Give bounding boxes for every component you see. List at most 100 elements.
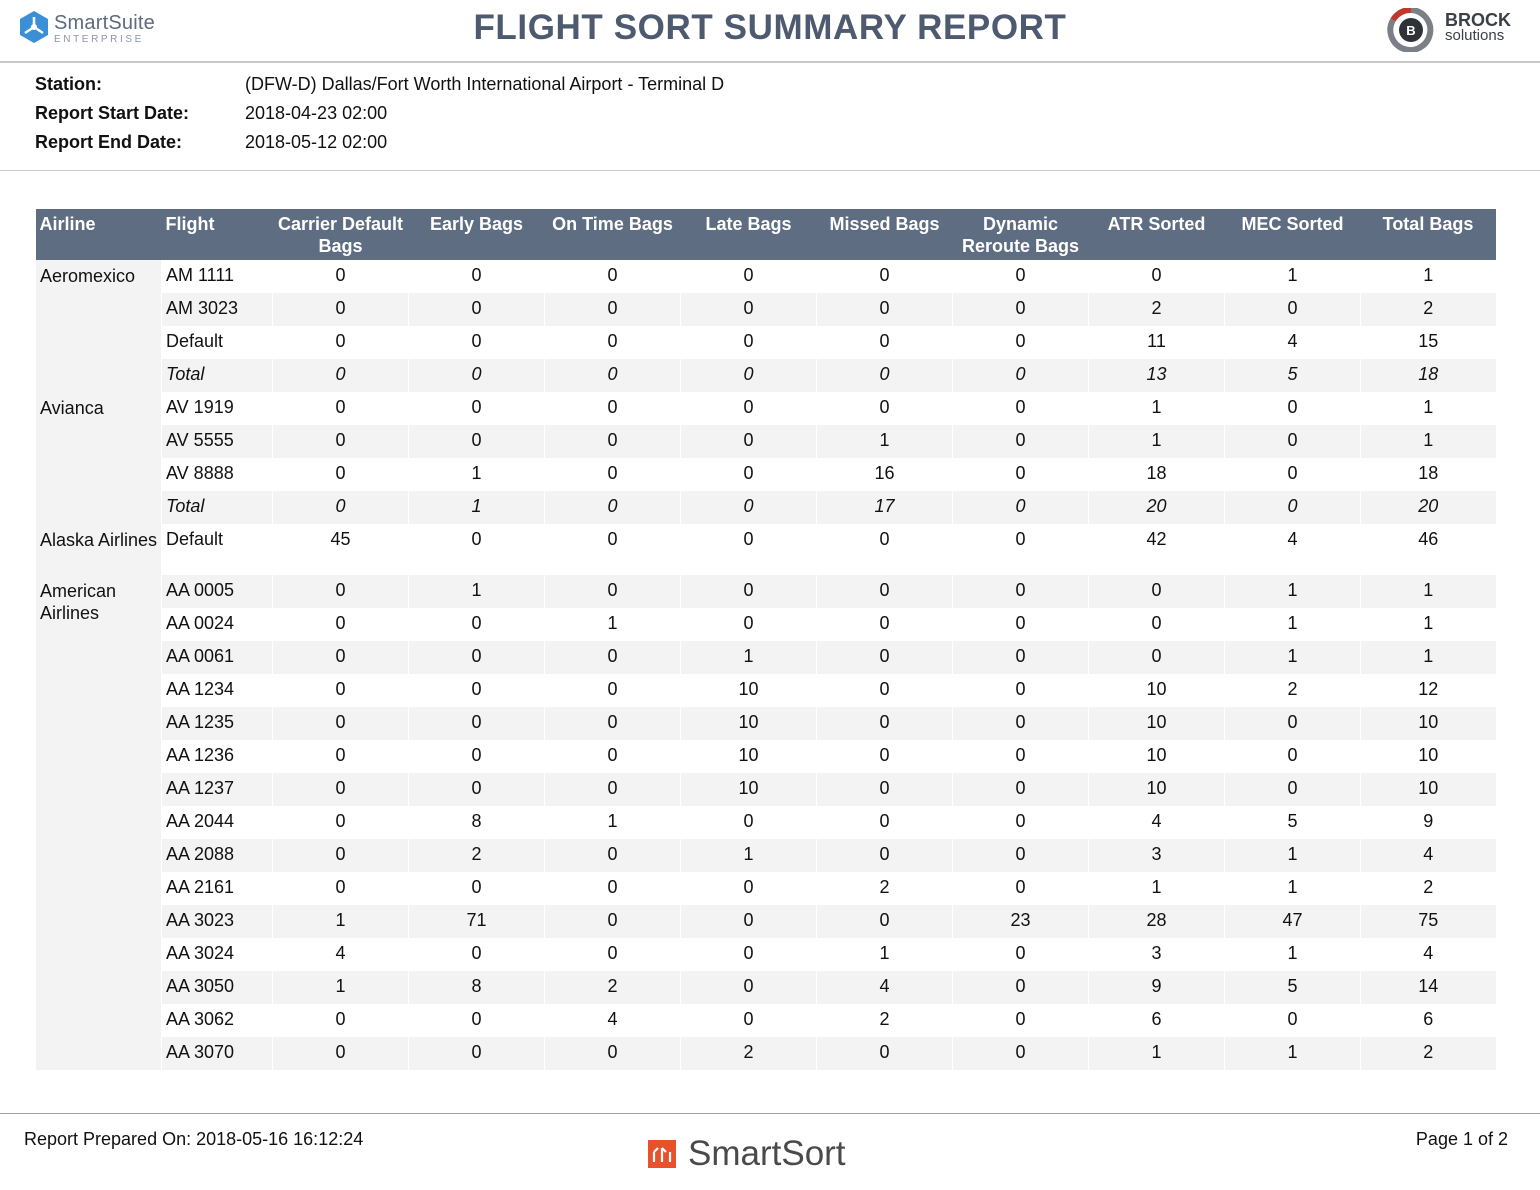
value-cell: 0 bbox=[408, 674, 545, 707]
value-cell: 0 bbox=[272, 293, 409, 326]
value-cell: 0 bbox=[272, 425, 409, 458]
value-cell: 11 bbox=[1088, 326, 1225, 359]
value-cell: 1 bbox=[408, 458, 545, 491]
value-cell: 9 bbox=[1360, 806, 1496, 839]
value-cell: 0 bbox=[408, 293, 545, 326]
flight-cell: AV 5555 bbox=[161, 425, 273, 458]
value-cell: 1 bbox=[1224, 575, 1361, 608]
value-cell: 0 bbox=[952, 971, 1089, 1004]
value-cell: 0 bbox=[272, 260, 409, 293]
value-cell: 0 bbox=[544, 905, 681, 938]
column-header: Carrier Default Bags bbox=[272, 209, 409, 260]
value-cell: 0 bbox=[1088, 260, 1225, 293]
value-cell: 0 bbox=[816, 392, 953, 425]
value-cell: 0 bbox=[680, 392, 817, 425]
value-cell: 10 bbox=[680, 773, 817, 806]
flight-cell: AV 1919 bbox=[161, 392, 273, 425]
value-cell: 0 bbox=[816, 707, 953, 740]
value-cell: 0 bbox=[952, 260, 1089, 293]
svg-text:B: B bbox=[1406, 23, 1415, 38]
value-cell: 0 bbox=[272, 872, 409, 905]
table-row: American Airlines AA 0005 0 1 0 0 0 0 0 1 1 bbox=[35, 575, 1496, 1070]
table-row: AV 5555 0 0 0 0 1 0 1 0 1 bbox=[36, 425, 1496, 458]
value-cell: 0 bbox=[952, 773, 1089, 806]
flight-cell: AA 1236 bbox=[161, 740, 273, 773]
flight-cell: AM 3023 bbox=[161, 293, 273, 326]
value-cell: 0 bbox=[544, 425, 681, 458]
value-cell: 47 bbox=[1224, 905, 1361, 938]
value-cell: 0 bbox=[408, 773, 545, 806]
value-cell: 0 bbox=[272, 326, 409, 359]
value-cell: 1 bbox=[1360, 641, 1496, 674]
table-total-row: Total 0 0 0 0 0 0 13 5 18 bbox=[36, 359, 1496, 392]
value-cell: 0 bbox=[544, 773, 681, 806]
value-cell: 10 bbox=[1088, 740, 1225, 773]
value-cell: 0 bbox=[1088, 575, 1225, 608]
column-header: Early Bags bbox=[408, 209, 545, 260]
value-cell: 4 bbox=[1360, 839, 1496, 872]
value-cell: 0 bbox=[272, 740, 409, 773]
value-cell: 4 bbox=[1360, 938, 1496, 971]
value-cell: 1 bbox=[816, 938, 953, 971]
table-row: AA 2161 0 0 0 0 2 0 1 1 2 bbox=[36, 872, 1496, 905]
value-cell: 4 bbox=[544, 1004, 681, 1037]
value-cell: 5 bbox=[1224, 806, 1361, 839]
flight-cell: AA 3024 bbox=[161, 938, 273, 971]
value-cell: 0 bbox=[408, 938, 545, 971]
value-cell: 0 bbox=[544, 293, 681, 326]
value-cell: 0 bbox=[544, 1037, 681, 1070]
value-cell: 0 bbox=[408, 740, 545, 773]
value-cell: 1 bbox=[1224, 608, 1361, 641]
value-cell: 0 bbox=[544, 359, 681, 392]
value-cell: 0 bbox=[408, 707, 545, 740]
smartsuite-name: SmartSuite bbox=[54, 12, 155, 34]
start-date-value: 2018-04-23 02:00 bbox=[245, 103, 388, 123]
value-cell: 5 bbox=[1224, 971, 1361, 1004]
smartsuite-hex-icon bbox=[20, 11, 48, 43]
value-cell: 0 bbox=[816, 806, 953, 839]
column-header: Airline bbox=[35, 209, 162, 260]
value-cell: 2 bbox=[1088, 293, 1225, 326]
value-cell: 2 bbox=[1224, 674, 1361, 707]
flight-cell: AA 3070 bbox=[161, 1037, 273, 1070]
flight-cell: AM 1111 bbox=[161, 260, 273, 293]
start-date-row: Report Start Date: 2018-04-23 02:00 bbox=[35, 99, 724, 128]
table-row: Aeromexico AM 1111 0 0 0 0 0 0 0 1 1 bbox=[35, 260, 1496, 392]
report-title: FLIGHT SORT SUMMARY REPORT bbox=[473, 8, 1067, 47]
smartsuite-subtitle: ENTERPRISE bbox=[54, 34, 144, 45]
value-cell: 0 bbox=[680, 326, 817, 359]
value-cell: 6 bbox=[1360, 1004, 1496, 1037]
value-cell: 0 bbox=[952, 491, 1089, 524]
value-cell: 18 bbox=[1088, 458, 1225, 491]
value-cell: 0 bbox=[272, 491, 409, 524]
value-cell: 12 bbox=[1360, 674, 1496, 707]
report-prepared-on: Report Prepared On: 2018-05-16 16:12:24 bbox=[24, 1129, 364, 1149]
value-cell: 0 bbox=[544, 260, 681, 293]
value-cell: 0 bbox=[680, 524, 817, 575]
table-row: AV 8888 0 1 0 0 16 0 18 0 18 bbox=[36, 458, 1496, 491]
column-header: Dynamic Reroute Bags bbox=[952, 209, 1089, 260]
column-header: Flight bbox=[161, 209, 273, 260]
value-cell: 18 bbox=[1360, 458, 1496, 491]
value-cell: 0 bbox=[408, 392, 545, 425]
value-cell: 0 bbox=[680, 359, 817, 392]
value-cell: 0 bbox=[952, 839, 1089, 872]
table-row: AA 1236 0 0 0 10 0 0 10 0 10 bbox=[36, 740, 1496, 773]
value-cell: 0 bbox=[544, 458, 681, 491]
value-cell: 0 bbox=[272, 392, 409, 425]
value-cell: 0 bbox=[408, 524, 545, 575]
station-row: Station: (DFW-D) Dallas/Fort Worth Inter… bbox=[35, 70, 724, 99]
value-cell: 0 bbox=[1224, 491, 1361, 524]
value-cell: 0 bbox=[408, 425, 545, 458]
value-cell: 0 bbox=[1224, 458, 1361, 491]
table-row: Avianca AV 1919 0 0 0 0 0 0 1 0 1 bbox=[35, 392, 1496, 524]
value-cell: 4 bbox=[272, 938, 409, 971]
value-cell: 0 bbox=[816, 773, 953, 806]
value-cell: 0 bbox=[816, 524, 953, 575]
value-cell: 2 bbox=[544, 971, 681, 1004]
value-cell: 14 bbox=[1360, 971, 1496, 1004]
value-cell: 2 bbox=[680, 1037, 817, 1070]
value-cell: 0 bbox=[408, 641, 545, 674]
value-cell: 0 bbox=[952, 458, 1089, 491]
value-cell: 0 bbox=[952, 293, 1089, 326]
